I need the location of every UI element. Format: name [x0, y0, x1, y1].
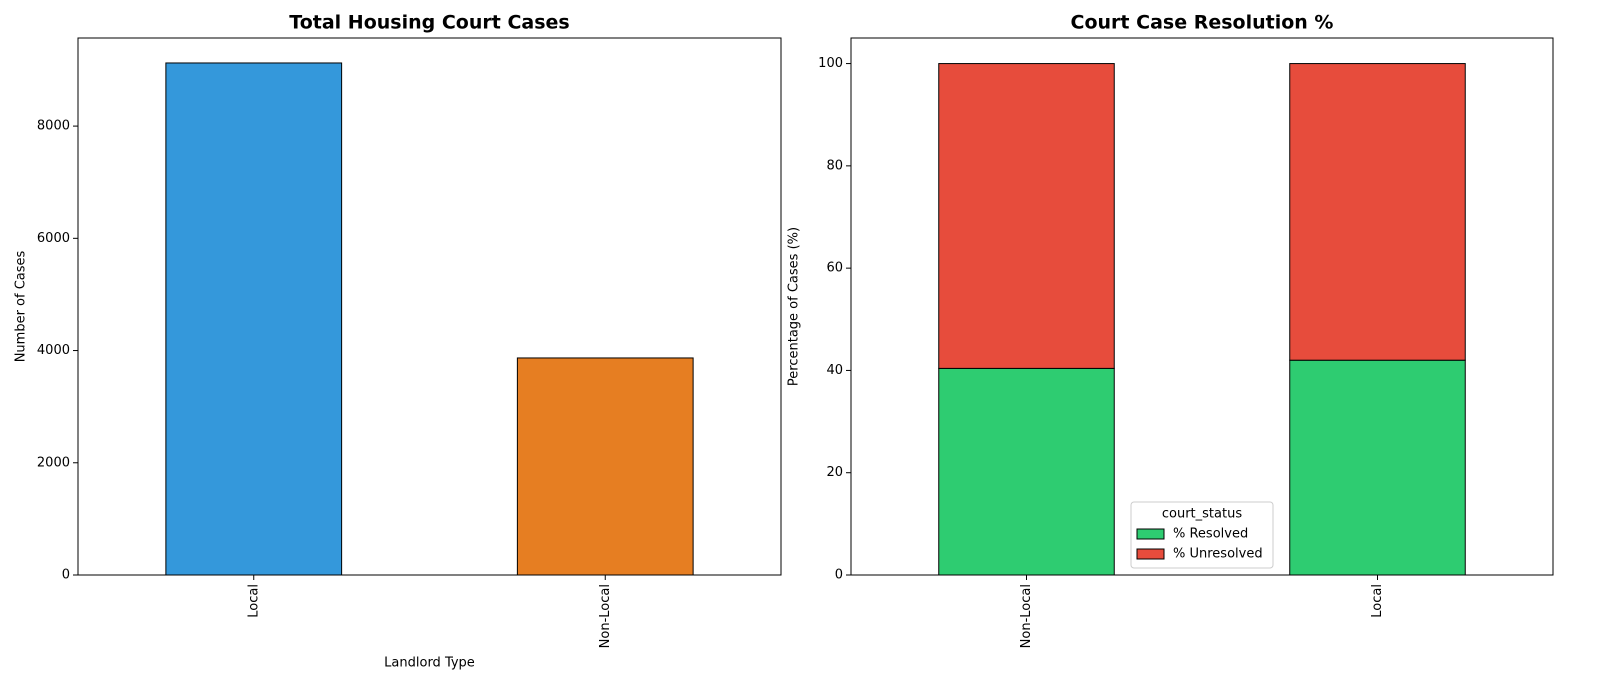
bar	[165, 62, 343, 576]
y-tick-label: 40	[826, 363, 843, 378]
legend-label: % Unresolved	[1173, 547, 1263, 562]
y-tick-label: 2000	[37, 455, 70, 470]
bar-segment	[1289, 359, 1466, 576]
y-axis-label: Number of Cases	[14, 250, 29, 362]
chart-title: Court Case Resolution %	[1071, 12, 1334, 34]
y-tick-label: 20	[826, 465, 843, 480]
legend-title: court_status	[1162, 507, 1242, 522]
bar	[516, 357, 694, 576]
x-tick-label: Non-Local	[1019, 584, 1034, 648]
legend-box	[1130, 501, 1274, 569]
y-tick-label: 8000	[37, 119, 70, 134]
bar-segment	[938, 367, 1115, 576]
x-tick-label: Local	[246, 584, 261, 618]
y-tick-label: 4000	[37, 343, 70, 358]
y-tick-label: 60	[826, 261, 843, 276]
plot-frame	[850, 37, 1554, 576]
bar-segment	[1289, 63, 1466, 361]
legend-swatch	[1136, 548, 1165, 560]
x-tick-label: Non-Local	[598, 584, 613, 648]
chart-title: Total Housing Court Cases	[289, 12, 569, 34]
x-axis-label: Landlord Type	[384, 656, 475, 671]
plot-frame	[77, 37, 782, 576]
y-tick-label: 100	[818, 56, 843, 71]
y-tick-label: 6000	[37, 231, 70, 246]
x-tick-label: Local	[1370, 584, 1385, 618]
y-tick-label: 0	[62, 568, 70, 583]
legend-swatch	[1136, 528, 1165, 540]
y-tick-label: 0	[835, 568, 843, 583]
y-tick-label: 80	[826, 158, 843, 173]
legend-label: % Resolved	[1173, 527, 1248, 542]
bar-segment	[938, 63, 1115, 369]
y-axis-label: Percentage of Cases (%)	[787, 227, 802, 386]
